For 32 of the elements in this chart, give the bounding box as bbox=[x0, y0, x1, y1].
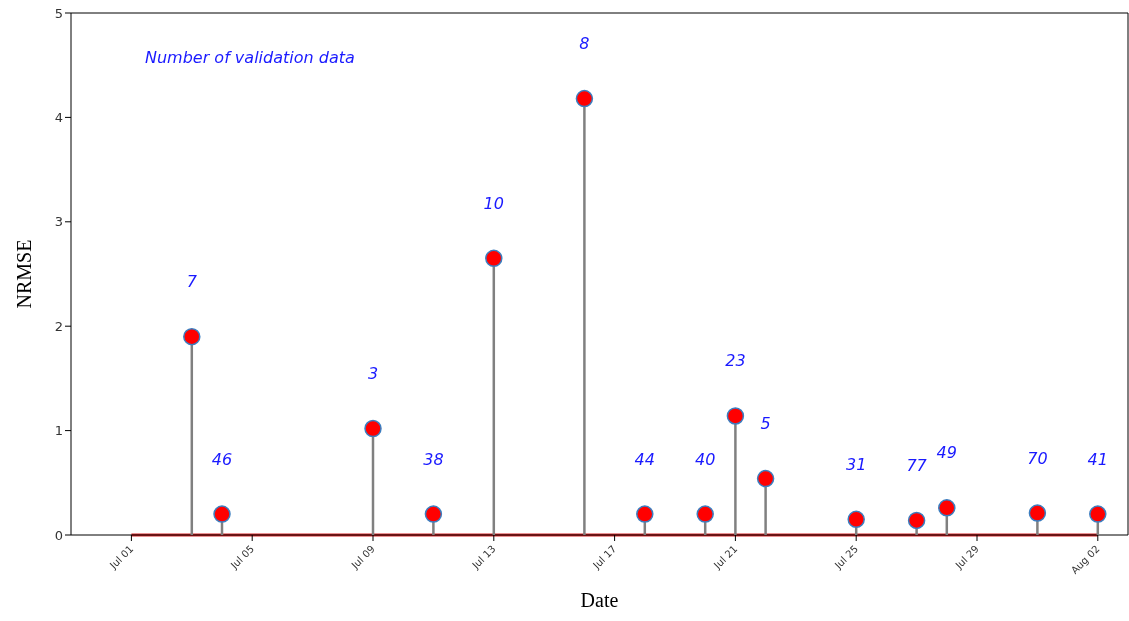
annotation: 31 bbox=[846, 454, 867, 474]
annotation: 70 bbox=[1027, 448, 1048, 468]
annotation: 40 bbox=[695, 449, 716, 469]
annotation: 49 bbox=[936, 443, 957, 463]
annotation: 77 bbox=[906, 455, 928, 475]
annotation: 23 bbox=[725, 351, 746, 371]
annotation: 3 bbox=[367, 364, 379, 384]
y-tick-label: 5 bbox=[54, 5, 63, 21]
annotation: 44 bbox=[634, 449, 655, 469]
x-tick-label: Jul 21 bbox=[711, 543, 740, 572]
y-tick-label: 2 bbox=[54, 318, 63, 334]
y-tick-label: 3 bbox=[54, 214, 63, 230]
annotation: 10 bbox=[483, 193, 504, 213]
y-tick-label: 0 bbox=[54, 527, 63, 543]
x-tick-label: Jul 25 bbox=[831, 543, 861, 572]
x-tick-label: Jul 09 bbox=[348, 543, 377, 572]
x-tick-label: Jul 17 bbox=[590, 543, 619, 572]
x-tick-label: Jul 13 bbox=[469, 543, 498, 572]
annotation: 46 bbox=[211, 449, 233, 469]
annotation: Number of validation data bbox=[145, 48, 355, 67]
annotation: 8 bbox=[579, 34, 590, 54]
annotation: 38 bbox=[423, 449, 444, 469]
x-tick-label: Jul 29 bbox=[952, 543, 981, 572]
y-tick-label: 1 bbox=[54, 423, 63, 439]
x-axis-title: Date bbox=[580, 589, 619, 611]
annotation: 5 bbox=[760, 414, 771, 434]
annotation: 7 bbox=[186, 272, 198, 292]
annotation: 41 bbox=[1087, 449, 1108, 469]
y-axis-title: NRMSE bbox=[13, 239, 36, 309]
y-tick-label: 4 bbox=[54, 110, 63, 126]
x-tick-label: Jul 01 bbox=[107, 543, 136, 572]
x-tick-label: Jul 05 bbox=[227, 543, 257, 572]
